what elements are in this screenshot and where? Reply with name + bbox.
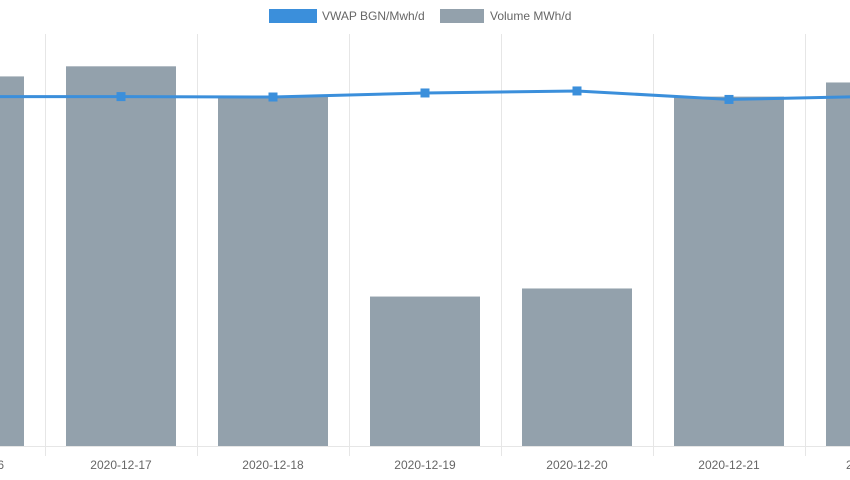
x-axis-ticks: 6 2020-12-17 2020-12-18 2020-12-19 2020-12-2… xyxy=(0,458,850,472)
legend-label-volume: Volume MWh/d xyxy=(490,9,571,23)
legend-item-volume[interactable]: Volume MWh/d xyxy=(440,9,571,23)
volume-bar xyxy=(66,66,176,447)
vwap-line-series xyxy=(0,86,850,104)
x-tick-label: 2020-12-19 xyxy=(394,458,456,472)
vwap-point xyxy=(116,92,126,102)
vwap-point xyxy=(724,94,734,104)
legend-item-vwap[interactable]: VWAP BGN/Mwh/d xyxy=(269,9,425,23)
x-tick-label: 2020-12-18 xyxy=(242,458,304,472)
legend-swatch-vwap xyxy=(269,9,317,23)
legend-swatch-volume xyxy=(440,9,484,23)
vwap-point xyxy=(420,88,430,98)
legend: VWAP BGN/Mwh/d Volume MWh/d xyxy=(269,9,571,23)
x-tick-label: 2020-12-17 xyxy=(90,458,152,472)
volume-bar xyxy=(0,76,24,446)
x-tick-label: 2020-12-20 xyxy=(546,458,608,472)
grid-lines xyxy=(0,34,850,456)
volume-bar xyxy=(826,82,850,447)
volume-bar xyxy=(674,96,784,446)
volume-bar xyxy=(522,288,632,446)
vwap-point xyxy=(268,92,278,102)
x-tick-label: 2020-12-21 xyxy=(698,458,760,472)
volume-bar xyxy=(370,296,480,446)
legend-label-vwap: VWAP BGN/Mwh/d xyxy=(322,9,425,23)
volume-bar xyxy=(218,96,328,446)
x-tick-label: 6 xyxy=(0,458,4,472)
volume-bars xyxy=(0,66,850,447)
x-tick-label: 2 xyxy=(846,458,850,472)
vwap-point xyxy=(572,86,582,96)
